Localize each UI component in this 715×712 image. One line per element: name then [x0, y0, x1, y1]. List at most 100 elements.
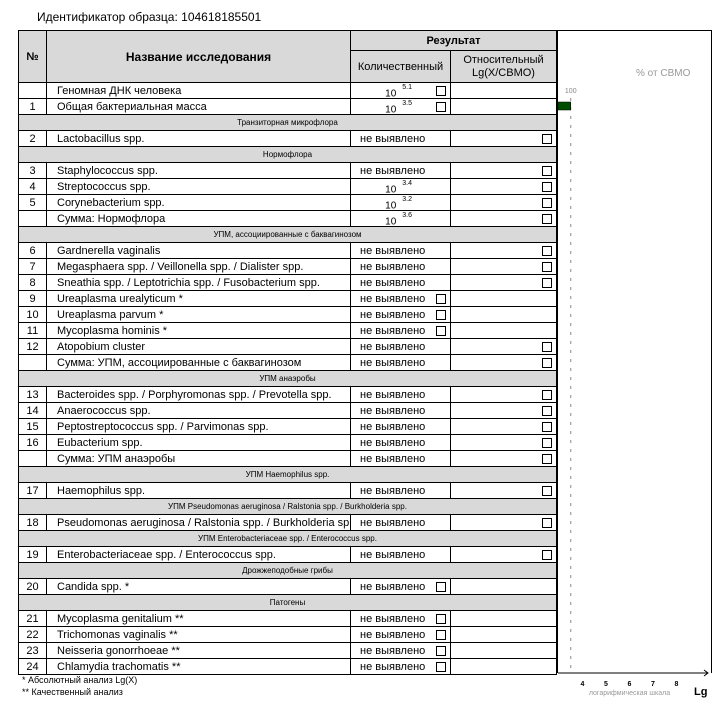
result-text: не выявлено [360, 388, 426, 401]
relative-cell [450, 354, 557, 371]
row-num: 9 [18, 290, 47, 307]
row-num: 15 [18, 418, 47, 435]
checkbox[interactable] [542, 454, 552, 464]
section-title: УПМ анаэробы [18, 370, 557, 387]
row-name: Геномная ДНК человека [46, 82, 351, 99]
row-num [18, 210, 47, 227]
relative-cell [450, 162, 557, 179]
relative-cell [450, 434, 557, 451]
header-quantitative: Количественный [350, 50, 451, 83]
quantity-base: 10 [385, 104, 397, 115]
x-axis-label: логарифмическая шкала [589, 690, 670, 697]
result-text: не выявлено [360, 580, 426, 593]
section-row: Патогены [18, 594, 557, 611]
table-row: 23 Neisseria gonorrhoeae ** не выявлено [18, 642, 557, 659]
checkbox[interactable] [436, 294, 446, 304]
checkbox[interactable] [436, 102, 446, 112]
checkbox[interactable] [436, 310, 446, 320]
row-name: Сумма: УПМ, ассоциированные с баквагиноз… [46, 354, 351, 371]
checkbox[interactable] [542, 214, 552, 224]
checkbox[interactable] [542, 422, 552, 432]
row-name: Gardnerella vaginalis [46, 242, 351, 259]
relative-cell [450, 338, 557, 355]
table-row: 24 Chlamydia trachomatis ** не выявлено [18, 658, 557, 675]
relative-cell [450, 578, 557, 595]
checkbox[interactable] [436, 86, 446, 96]
result-text: не выявлено [360, 612, 426, 625]
relative-cell [450, 482, 557, 499]
quantity-value: 103.4 [385, 180, 412, 194]
row-num: 5 [18, 194, 47, 211]
checkbox[interactable] [542, 438, 552, 448]
checkbox[interactable] [542, 406, 552, 416]
relative-cell [450, 514, 557, 531]
row-name: Сумма: Нормофлора [46, 210, 351, 227]
table-row: 21 Mycoplasma genitalium ** не выявлено [18, 610, 557, 627]
relative-cell [450, 642, 557, 659]
row-num [18, 450, 47, 467]
table-row: 15 Peptostreptococcus spp. / Parvimonas … [18, 418, 557, 435]
relative-cell [450, 322, 557, 339]
quantity-value: 103.6 [385, 212, 412, 227]
row-name: Ureaplasma urealyticum * [46, 290, 351, 307]
quantity-base: 10 [385, 216, 397, 227]
result-text: не выявлено [360, 132, 426, 145]
result-text: не выявлено [360, 244, 426, 257]
header-relative: Относительный Lg(X/СВМО) [450, 50, 557, 83]
checkbox[interactable] [542, 358, 552, 368]
checkbox[interactable] [542, 134, 552, 144]
row-num: 7 [18, 258, 47, 275]
quantity-exponent: 5.1 [402, 84, 412, 91]
row-name: Corynebacterium spp. [46, 194, 351, 211]
checkbox[interactable] [542, 246, 552, 256]
x-tick-label: 6 [628, 681, 632, 688]
checkbox[interactable] [542, 390, 552, 400]
x-tick-label: 8 [675, 681, 679, 688]
checkbox[interactable] [436, 614, 446, 624]
table-row: 11 Mycoplasma hominis * не выявлено [18, 322, 557, 339]
checkbox[interactable] [542, 518, 552, 528]
checkbox[interactable] [436, 662, 446, 672]
checkbox[interactable] [436, 582, 446, 592]
result-text: не выявлено [360, 660, 426, 673]
sample-id: Идентификатор образца: 104618185501 [37, 10, 262, 24]
relative-cell [450, 82, 557, 99]
checkbox[interactable] [542, 278, 552, 288]
quantitative-cell: 105.1 [350, 82, 451, 99]
header-name: Название исследования [46, 30, 351, 83]
relative-cell [450, 178, 557, 195]
row-name: Mycoplasma genitalium ** [46, 610, 351, 627]
table-row: 18 Pseudomonas aeruginosa / Ralstonia sp… [18, 514, 557, 531]
result-text: не выявлено [360, 484, 426, 497]
result-text: не выявлено [360, 292, 426, 305]
table-row: 9 Ureaplasma urealyticum * не выявлено [18, 290, 557, 307]
quantitative-cell: не выявлено [350, 546, 451, 563]
checkbox[interactable] [542, 166, 552, 176]
table-row: 13 Bacteroides spp. / Porphyromonas spp.… [18, 386, 557, 403]
results-table: № Название исследования Результат Количе… [18, 30, 557, 675]
quantity-value: 103.2 [385, 196, 412, 211]
section-title: УПМ Haemophilus spp. [18, 466, 557, 483]
checkbox[interactable] [542, 550, 552, 560]
chart-title: % от СВМО [636, 68, 691, 79]
checkbox[interactable] [436, 326, 446, 336]
checkbox[interactable] [542, 486, 552, 496]
row-name: Candida spp. * [46, 578, 351, 595]
result-text: не выявлено [360, 276, 426, 289]
row-num: 22 [18, 626, 47, 643]
x-tick-label: 7 [651, 681, 655, 688]
quantitative-cell: 103.4 [350, 178, 451, 195]
checkbox[interactable] [436, 646, 446, 656]
row-num: 23 [18, 642, 47, 659]
quantity-base: 10 [385, 200, 397, 211]
quantitative-cell: не выявлено [350, 626, 451, 643]
checkbox[interactable] [542, 198, 552, 208]
table-row: 17 Haemophilus spp. не выявлено [18, 482, 557, 499]
checkbox[interactable] [542, 262, 552, 272]
checkbox[interactable] [542, 182, 552, 192]
result-text: не выявлено [360, 644, 426, 657]
table-row: Сумма: УПМ анаэробы не выявлено [18, 450, 557, 467]
row-name: Anaerococcus spp. [46, 402, 351, 419]
checkbox[interactable] [542, 342, 552, 352]
checkbox[interactable] [436, 630, 446, 640]
